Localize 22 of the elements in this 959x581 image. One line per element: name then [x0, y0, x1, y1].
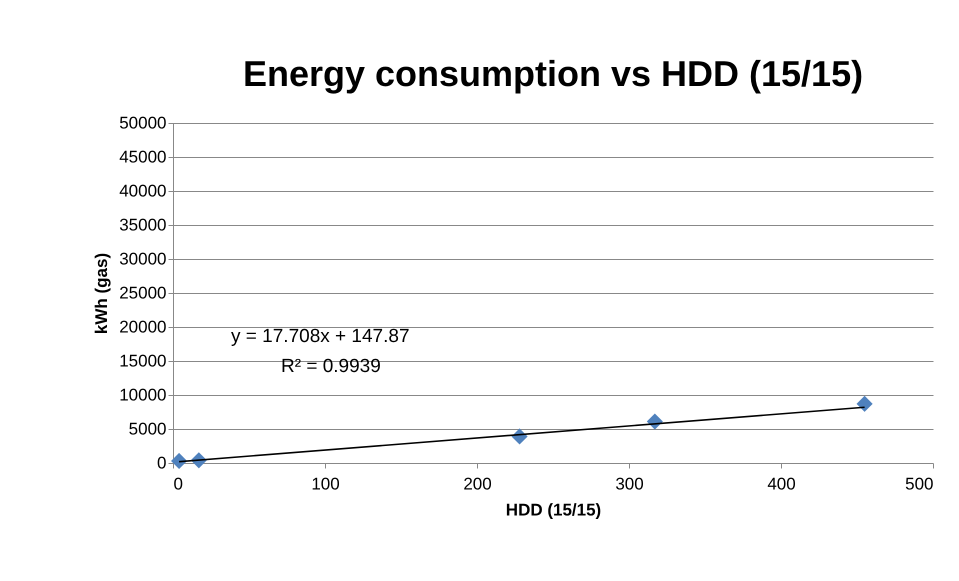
- y-tick-label: 45000: [119, 148, 166, 166]
- y-tick-label: 20000: [119, 318, 166, 336]
- x-axis-title: HDD (15/15): [506, 500, 602, 520]
- chart-title: Energy consumption vs HDD (15/15): [242, 53, 864, 94]
- y-axis-title: kWh (gas): [92, 252, 112, 334]
- y-tick-label: 30000: [119, 250, 166, 268]
- x-tick-label: 200: [463, 474, 492, 494]
- x-tick-label: 300: [615, 474, 644, 494]
- annotation: R² = 0.9939: [281, 356, 381, 377]
- y-tick-label: 40000: [119, 182, 166, 200]
- y-tick-label: 35000: [119, 216, 166, 234]
- y-tick-label: 5000: [128, 420, 166, 438]
- y-tick-label: 15000: [119, 352, 166, 370]
- y-tick-label: 50000: [119, 114, 166, 132]
- x-tick-label: 500: [905, 474, 934, 494]
- annotation: y = 17.708x + 147.87: [231, 326, 410, 347]
- x-tick-label: 0: [174, 474, 183, 494]
- y-tick-label: 10000: [119, 386, 166, 404]
- y-tick-label: 25000: [119, 284, 166, 302]
- y-tick-label: 0: [157, 454, 166, 472]
- x-tick-label: 400: [767, 474, 796, 494]
- x-tick-label: 100: [311, 474, 340, 494]
